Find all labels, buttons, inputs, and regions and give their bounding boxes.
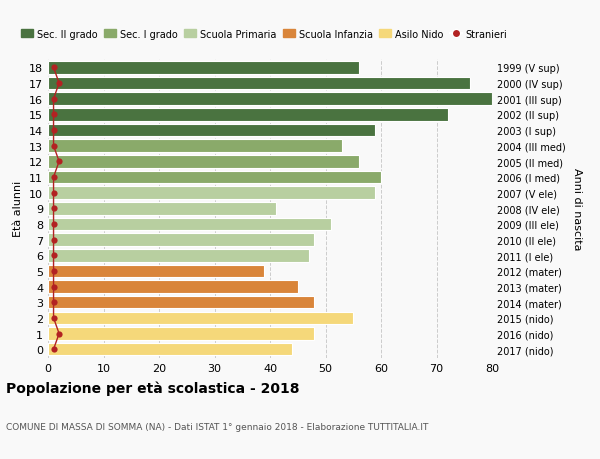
Point xyxy=(49,346,58,353)
Point xyxy=(49,252,58,259)
Y-axis label: Anni di nascita: Anni di nascita xyxy=(572,168,582,250)
Point xyxy=(54,330,64,337)
Point xyxy=(49,127,58,134)
Bar xyxy=(48,343,292,356)
Text: COMUNE DI MASSA DI SOMMA (NA) - Dati ISTAT 1° gennaio 2018 - Elaborazione TUTTIT: COMUNE DI MASSA DI SOMMA (NA) - Dati IST… xyxy=(6,422,428,431)
Point xyxy=(49,205,58,213)
Point xyxy=(49,112,58,119)
Bar xyxy=(48,281,298,293)
Bar xyxy=(48,297,314,309)
Point xyxy=(49,143,58,150)
Point xyxy=(49,268,58,275)
Point xyxy=(49,299,58,306)
Bar xyxy=(48,93,492,106)
Bar xyxy=(48,140,342,152)
Bar xyxy=(48,202,275,215)
Bar xyxy=(48,78,470,90)
Point xyxy=(49,174,58,181)
Bar xyxy=(48,312,353,325)
Point xyxy=(54,80,64,88)
Bar xyxy=(48,124,376,137)
Bar xyxy=(48,187,376,200)
Point xyxy=(49,283,58,291)
Bar xyxy=(48,156,359,168)
Bar xyxy=(48,265,265,278)
Bar xyxy=(48,109,448,121)
Point xyxy=(49,221,58,228)
Point xyxy=(49,96,58,103)
Y-axis label: Età alunni: Età alunni xyxy=(13,181,23,237)
Bar xyxy=(48,328,314,340)
Bar xyxy=(48,218,331,231)
Text: Popolazione per età scolastica - 2018: Popolazione per età scolastica - 2018 xyxy=(6,381,299,396)
Bar xyxy=(48,234,314,246)
Bar xyxy=(48,249,309,262)
Point xyxy=(54,158,64,166)
Point xyxy=(49,190,58,197)
Point xyxy=(49,314,58,322)
Legend: Sec. II grado, Sec. I grado, Scuola Primaria, Scuola Infanzia, Asilo Nido, Stran: Sec. II grado, Sec. I grado, Scuola Prim… xyxy=(17,26,511,44)
Bar xyxy=(48,171,381,184)
Point xyxy=(49,65,58,72)
Point xyxy=(49,236,58,244)
Bar xyxy=(48,62,359,74)
